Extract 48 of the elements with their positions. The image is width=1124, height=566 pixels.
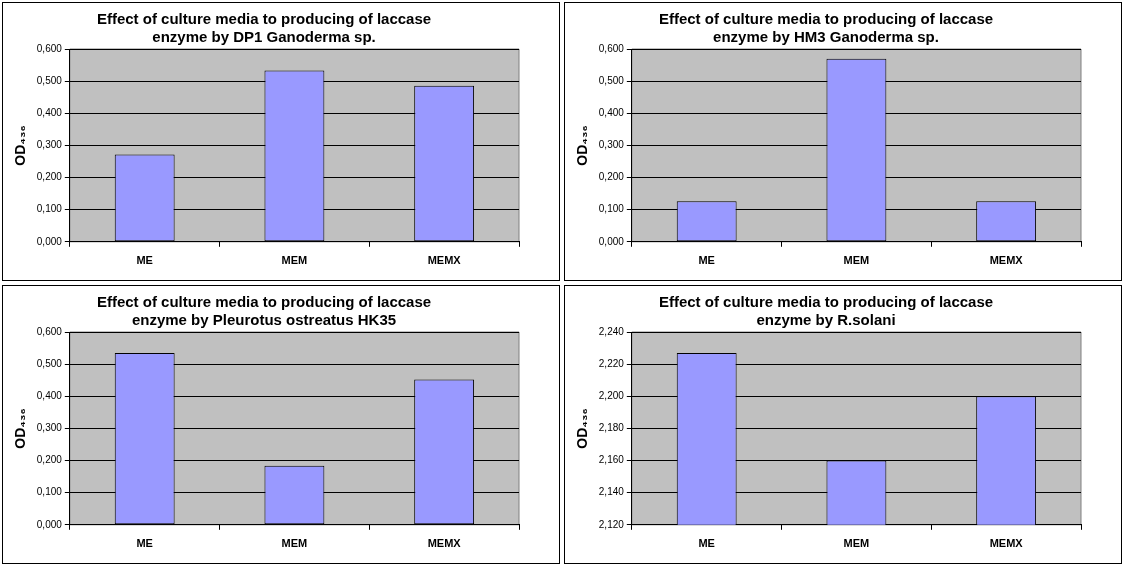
x-tick-label: MEMX: [989, 537, 1024, 550]
y-tick-label: 0,100: [36, 486, 63, 498]
y-tick-label: 0,200: [598, 171, 625, 183]
chart-title: Effect of culture media to producing of laccase enzyme by HM3 Ganoderma sp.: [658, 10, 994, 46]
y-tick-label: 0,600: [36, 42, 63, 54]
y-tick-label: 0,400: [36, 107, 63, 119]
y-tick-label: 2,220: [598, 357, 625, 369]
y-tick-label: 2,180: [598, 422, 625, 434]
y-tick-label: 0,300: [36, 139, 63, 151]
chart-title: Effect of culture media to producing of laccase enzyme by R.solani: [658, 293, 994, 329]
x-tick-label: ME: [698, 254, 715, 267]
y-tick-label: 2,140: [598, 486, 625, 498]
y-tick-label: 0,100: [36, 203, 63, 215]
y-tick-label: 2,240: [598, 325, 625, 337]
x-tick-label: ME: [136, 254, 153, 267]
y-axis-title: OD₄₃₆: [12, 408, 29, 449]
x-tick-label: ME: [136, 537, 153, 550]
y-tick-label: 0,300: [598, 139, 625, 151]
x-tick-label: MEMX: [989, 254, 1024, 267]
y-tick-label: 0,500: [36, 357, 63, 369]
x-tick-label: MEMX: [427, 537, 462, 550]
y-tick-label: 0,500: [36, 74, 63, 86]
chart-title: Effect of culture media to producing of laccase enzyme by Pleurotus ostreatus HK35: [96, 293, 432, 329]
y-tick-label: 0,100: [598, 203, 625, 215]
y-tick-label: 0,600: [36, 325, 63, 337]
y-axis-title: OD₄₃₆: [574, 408, 591, 449]
y-tick-label: 0,400: [598, 107, 625, 119]
y-tick-label: 0,200: [36, 171, 63, 183]
x-tick-label: ME: [698, 537, 715, 550]
y-axis-title: OD₄₃₆: [12, 125, 29, 166]
y-tick-label: 0,500: [598, 74, 625, 86]
y-tick-label: 0,000: [36, 518, 63, 530]
x-tick-label: MEM: [843, 537, 870, 550]
chart-title: Effect of culture media to producing of laccase enzyme by DP1 Ganoderma sp.: [96, 10, 432, 46]
y-tick-label: 2,200: [598, 390, 625, 402]
y-tick-label: 2,120: [598, 518, 625, 530]
x-tick-label: MEM: [843, 254, 870, 267]
x-tick-label: MEM: [281, 254, 308, 267]
y-tick-label: 0,300: [36, 422, 63, 434]
y-tick-label: 2,160: [598, 454, 625, 466]
y-axis-title: OD₄₃₆: [574, 125, 591, 166]
y-tick-label: 0,400: [36, 390, 63, 402]
x-tick-label: MEMX: [427, 254, 462, 267]
y-tick-label: 0,000: [36, 235, 63, 247]
y-tick-label: 0,000: [598, 235, 625, 247]
y-tick-label: 0,600: [598, 42, 625, 54]
x-tick-label: MEM: [281, 537, 308, 550]
y-tick-label: 0,200: [36, 454, 63, 466]
